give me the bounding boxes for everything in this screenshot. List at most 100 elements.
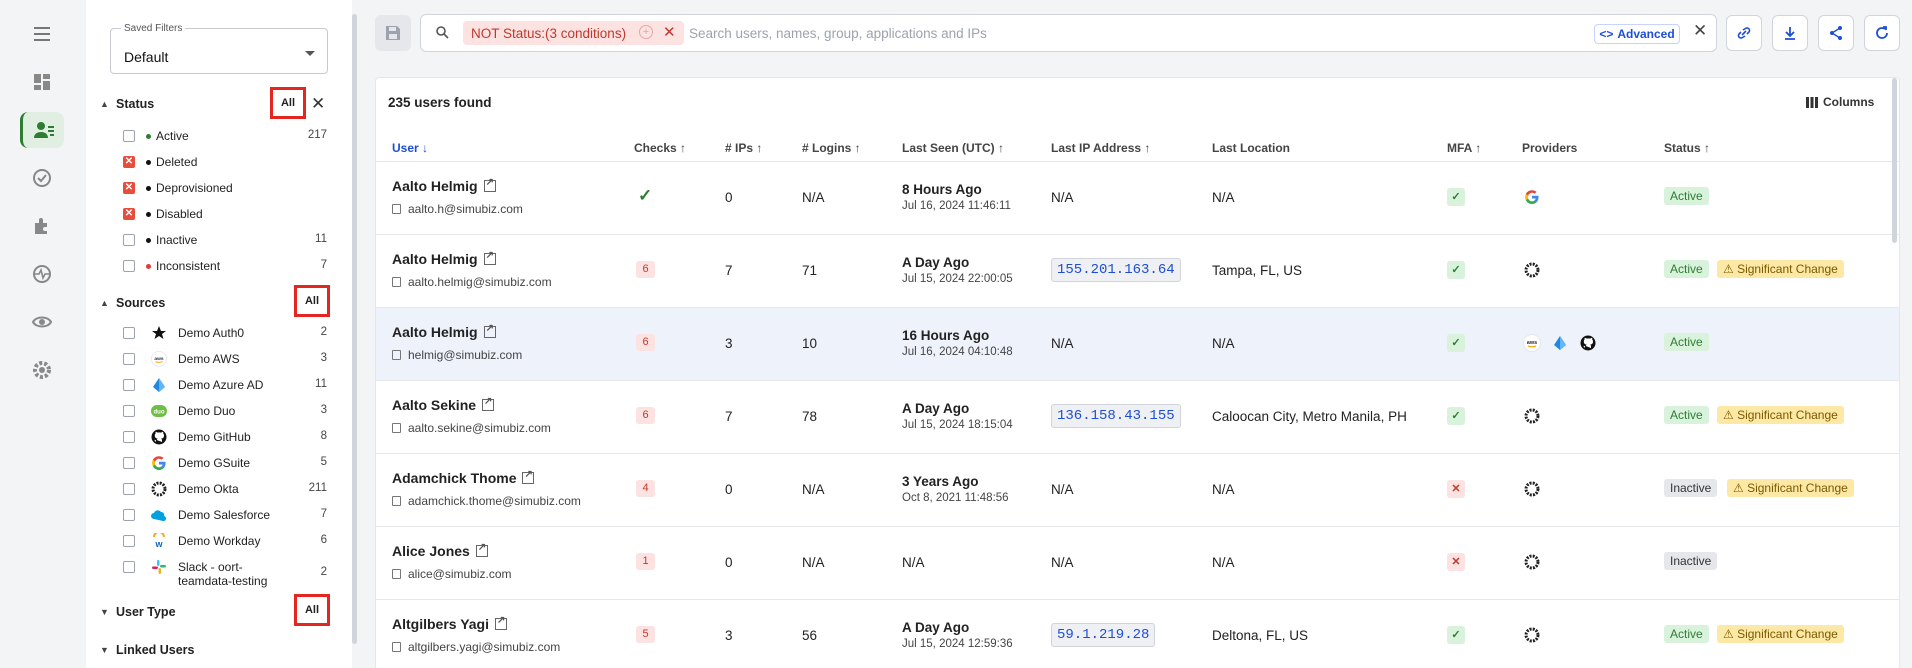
copy-icon[interactable] [392,277,401,287]
status-filter-deleted[interactable]: ✕ Deleted [86,152,352,174]
source-filter-item[interactable]: Slack - oort-teamdata-testing 2 [86,557,352,591]
users-icon[interactable] [20,112,64,148]
source-filter-item[interactable]: w Demo Workday 6 [86,531,352,553]
source-filter-item[interactable]: Demo Okta 211 [86,479,352,501]
user-type-section-header[interactable]: ▼ User Type All [86,594,352,626]
close-icon[interactable]: ✕ [311,94,326,113]
copy-icon[interactable] [392,496,401,506]
sources-all-button[interactable]: All [294,285,330,317]
checkbox[interactable]: ✕ [123,208,135,220]
table-row[interactable]: Aalto Helmig helmig@simubiz.com 6 3 10 1… [376,308,1899,381]
status-filter-active[interactable]: Active 217 [86,126,352,148]
checkbox[interactable] [123,561,135,573]
checks-icon[interactable] [20,160,64,196]
menu-icon[interactable] [20,16,64,52]
header-status[interactable]: Status ↑ [1664,141,1711,155]
header-user[interactable]: User ↓ [392,141,429,155]
source-filter-item[interactable]: Demo Salesforce 7 [86,505,352,527]
user-name[interactable]: Aalto Sekine [392,396,495,413]
table-row[interactable]: Altgilbers Yagi altgilbers.yagi@simubiz.… [376,600,1899,668]
last-ip-link[interactable]: 59.1.219.28 [1051,623,1156,647]
sources-section-header[interactable]: ▲ Sources All [86,285,352,317]
user-name[interactable]: Aalto Helmig [392,177,496,194]
add-condition-icon[interactable]: + [639,25,653,39]
table-row[interactable]: Alice Jones alice@simubiz.com 1 0 N/A N/… [376,527,1899,600]
user-name[interactable]: Altgilbers Yagi [392,615,507,632]
last-ip-link[interactable]: 136.158.43.155 [1051,404,1181,428]
source-filter-item[interactable]: aws Demo AWS 3 [86,349,352,371]
checks-count-badge[interactable]: 6 [636,334,655,351]
checks-count-badge[interactable]: 5 [636,626,655,643]
checkbox[interactable] [123,130,135,142]
checkbox[interactable] [123,509,135,521]
checkbox[interactable] [123,535,135,547]
user-name[interactable]: Aalto Helmig [392,323,496,340]
checkbox[interactable] [123,483,135,495]
table-row[interactable]: Aalto Helmig aalto.helmig@simubiz.com 6 … [376,235,1899,308]
saved-filters-select[interactable]: Saved Filters Default [110,23,328,74]
download-button[interactable] [1772,15,1808,51]
copy-icon[interactable] [392,350,401,360]
header-last-location[interactable]: Last Location [1212,141,1291,155]
source-filter-item[interactable]: duo Demo Duo 3 [86,401,352,423]
status-filter-deprovisioned[interactable]: ✕ Deprovisioned [86,178,352,200]
header-mfa[interactable]: MFA ↑ [1447,141,1482,155]
copy-link-button[interactable] [1726,15,1762,51]
integrations-icon[interactable] [20,208,64,244]
checks-count-badge[interactable]: 4 [636,480,655,497]
status-filter-disabled[interactable]: ✕ Disabled [86,204,352,226]
header-logins[interactable]: # Logins ↑ [802,141,861,155]
checkbox[interactable] [123,405,135,417]
checkbox[interactable]: ✕ [123,182,135,194]
checks-count-badge[interactable]: 6 [636,261,655,278]
table-row[interactable]: Adamchick Thome adamchick.thome@simubiz.… [376,454,1899,527]
source-filter-item[interactable]: Demo Auth0 2 [86,323,352,345]
user-type-all-button[interactable]: All [294,594,330,626]
copy-icon[interactable] [392,204,401,214]
share-button[interactable] [1818,15,1854,51]
external-link-icon[interactable] [522,469,535,484]
copy-icon[interactable] [392,569,401,579]
status-filter-inconsistent[interactable]: Inconsistent 7 [86,256,352,278]
header-last-ip[interactable]: Last IP Address ↑ [1051,141,1151,155]
significant-change-badge[interactable]: ⚠ Significant Change [1717,625,1844,643]
clear-search-icon[interactable]: ✕ [1693,21,1708,40]
header-ips[interactable]: # IPs ↑ [725,141,763,155]
filter-chip[interactable]: NOT Status:(3 conditions) + ✕ [463,21,684,45]
user-name[interactable]: Aalto Helmig [392,250,496,267]
significant-change-badge[interactable]: ⚠ Significant Change [1727,479,1854,497]
checkbox[interactable]: ✕ [123,156,135,168]
table-scrollbar[interactable] [1892,78,1897,243]
external-link-icon[interactable] [482,396,495,411]
significant-change-badge[interactable]: ⚠ Significant Change [1717,260,1844,278]
search-input[interactable] [689,23,1389,43]
header-providers[interactable]: Providers [1522,141,1578,155]
external-link-icon[interactable] [483,323,496,338]
refresh-button[interactable] [1864,15,1900,51]
user-name[interactable]: Adamchick Thome [392,469,535,486]
checkbox[interactable] [123,379,135,391]
external-link-icon[interactable] [483,250,496,265]
checkbox[interactable] [123,353,135,365]
last-ip-link[interactable]: 155.201.163.64 [1051,258,1181,282]
status-section-header[interactable]: ▲ Status All ✕ [86,87,352,119]
header-checks[interactable]: Checks ↑ [634,141,687,155]
copy-icon[interactable] [392,423,401,433]
status-all-button[interactable]: All [270,87,306,119]
source-filter-item[interactable]: Demo GitHub 8 [86,427,352,449]
save-filter-button[interactable] [375,15,411,51]
columns-button[interactable]: Columns [1806,95,1874,109]
external-link-icon[interactable] [495,615,507,630]
dashboard-icon[interactable] [20,64,64,100]
table-row[interactable]: Aalto Sekine aalto.sekine@simubiz.com 6 … [376,381,1899,454]
status-filter-inactive[interactable]: Inactive 11 [86,230,352,252]
filter-scrollbar[interactable] [352,14,357,644]
source-filter-item[interactable]: Demo Azure AD 11 [86,375,352,397]
external-link-icon[interactable] [475,542,488,557]
remove-chip-icon[interactable]: ✕ [663,24,676,41]
checks-count-badge[interactable]: 1 [636,553,655,570]
activity-icon[interactable] [20,256,64,292]
external-link-icon[interactable] [483,177,496,192]
checkbox[interactable] [123,260,135,272]
checkbox[interactable] [123,234,135,246]
